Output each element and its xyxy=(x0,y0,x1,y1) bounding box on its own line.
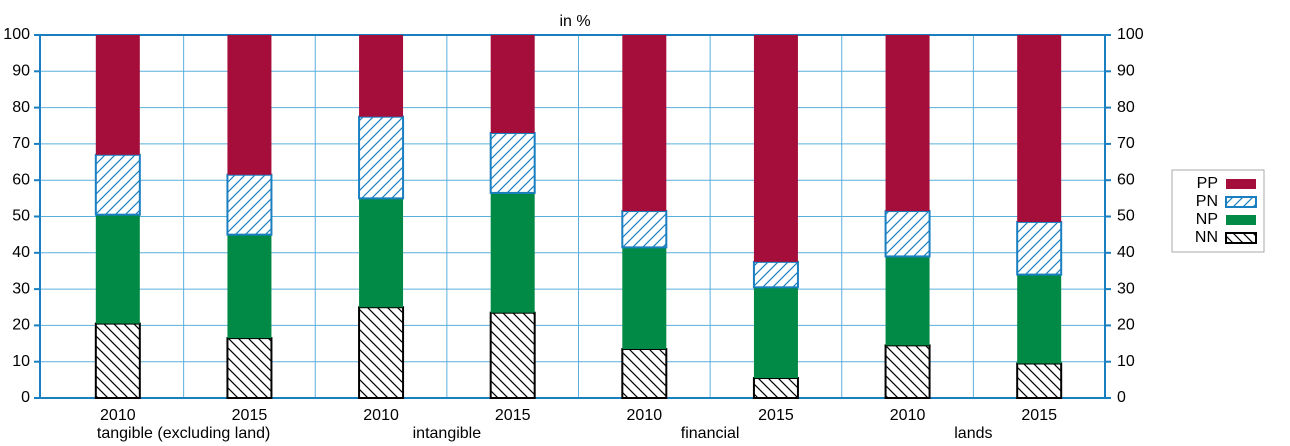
y2-tick-label: 60 xyxy=(1117,171,1135,188)
bar-segment xyxy=(95,214,140,324)
x-tick-label: 2015 xyxy=(758,407,794,424)
y-tick-label: 90 xyxy=(12,63,30,80)
legend-label: NN xyxy=(1195,229,1218,246)
y-tick-label: 30 xyxy=(12,280,30,297)
bar-segment xyxy=(753,287,798,379)
bar-segment xyxy=(227,35,272,175)
legend-swatch xyxy=(1225,196,1257,208)
legend-label: PN xyxy=(1196,193,1218,210)
bar-segment xyxy=(359,198,404,308)
group-label: tangible (excluding land) xyxy=(97,425,270,442)
legend-label: PP xyxy=(1197,175,1218,192)
bar-segment xyxy=(226,173,273,236)
bar-segment xyxy=(752,377,799,400)
legend-label: NP xyxy=(1196,211,1218,228)
x-tick-label: 2010 xyxy=(363,407,399,424)
y2-tick-label: 40 xyxy=(1117,244,1135,261)
bar-segment xyxy=(1017,274,1062,364)
x-tick-label: 2010 xyxy=(100,407,136,424)
x-tick-label: 2015 xyxy=(232,407,268,424)
y-tick-label: 100 xyxy=(3,26,30,43)
y-tick-label: 40 xyxy=(12,244,30,261)
bar-segment xyxy=(490,35,535,134)
legend-swatch xyxy=(1225,232,1257,244)
bar-segment xyxy=(1017,35,1062,222)
group-label: lands xyxy=(954,425,992,442)
y2-tick-label: 20 xyxy=(1117,317,1135,334)
y2-tick-label: 30 xyxy=(1117,280,1135,297)
bar-segment xyxy=(885,35,930,212)
y-tick-label: 80 xyxy=(12,99,30,116)
y-tick-label: 0 xyxy=(21,389,30,406)
x-tick-label: 2015 xyxy=(495,407,531,424)
plot-frame xyxy=(39,34,1106,399)
legend-swatch xyxy=(1226,215,1256,225)
bar-segment xyxy=(1016,220,1063,276)
bar-segment xyxy=(358,115,405,200)
group-label: financial xyxy=(681,425,740,442)
y2-tick-label: 0 xyxy=(1117,389,1126,406)
bar-segment xyxy=(622,35,667,212)
group-label: intangible xyxy=(413,425,482,442)
bar-segment xyxy=(622,247,667,349)
y-tick-label: 60 xyxy=(12,171,30,188)
y-tick-label: 20 xyxy=(12,317,30,334)
y2-tick-label: 10 xyxy=(1117,353,1135,370)
bar-segment xyxy=(753,35,798,262)
bar-segment xyxy=(884,210,931,258)
y2-tick-label: 50 xyxy=(1117,208,1135,225)
y2-tick-label: 100 xyxy=(1117,26,1144,43)
bar-segment xyxy=(621,347,668,399)
bar-segment xyxy=(358,306,405,399)
bar-segment xyxy=(885,256,930,346)
bar-segment xyxy=(752,260,799,289)
bar-segment xyxy=(489,132,536,194)
bar-segment xyxy=(94,153,141,216)
x-tick-label: 2015 xyxy=(1021,407,1057,424)
y2-tick-label: 80 xyxy=(1117,99,1135,116)
bar-segment xyxy=(621,210,668,249)
bar-segment xyxy=(884,344,931,399)
legend-swatch xyxy=(1226,179,1256,189)
y-tick-label: 50 xyxy=(12,208,30,225)
bar-segment xyxy=(95,35,140,155)
y-tick-label: 70 xyxy=(12,135,30,152)
bar-segment xyxy=(226,337,273,400)
bar-segment xyxy=(227,234,272,339)
y2-tick-label: 90 xyxy=(1117,63,1135,80)
y2-tick-label: 70 xyxy=(1117,135,1135,152)
bar-segment xyxy=(359,35,404,117)
bar-segment xyxy=(489,311,536,400)
bar-segment xyxy=(490,192,535,313)
bar-segment xyxy=(1016,362,1063,400)
y-tick-label: 10 xyxy=(12,353,30,370)
bar-segment xyxy=(94,322,141,399)
x-tick-label: 2010 xyxy=(627,407,663,424)
x-tick-label: 2010 xyxy=(890,407,926,424)
unit-label: in % xyxy=(559,13,590,30)
